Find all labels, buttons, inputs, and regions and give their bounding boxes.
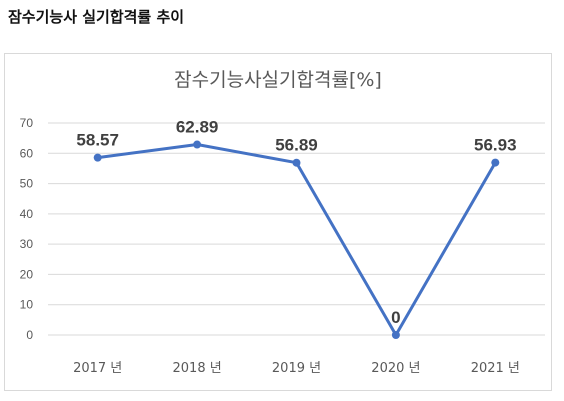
data-label: 58.57: [76, 131, 119, 150]
x-tick-label: 2020 년: [371, 361, 420, 376]
data-label: 62.89: [176, 118, 219, 137]
data-label: 0: [391, 308, 400, 327]
y-axis-ticks: 0 10 20 30 40 50 60 70: [20, 116, 34, 342]
y-tick-label: 50: [20, 177, 34, 191]
grid-lines: [48, 122, 545, 336]
data-point: [93, 153, 102, 162]
y-tick-label: 70: [20, 116, 34, 130]
page-heading: 잠수기능사 실기합격률 추이: [8, 8, 185, 26]
data-label: 56.93: [474, 136, 517, 155]
x-tick-label: 2019 년: [272, 361, 321, 376]
y-tick-label: 40: [20, 207, 34, 221]
series-line-layer: [96, 143, 497, 337]
y-tick-label: 60: [20, 146, 34, 160]
data-point: [292, 158, 301, 167]
data-labels: 58.57 62.89 56.89 0 56.93: [76, 118, 516, 327]
data-point: [491, 158, 500, 167]
x-tick-label: 2021 년: [471, 361, 520, 376]
y-tick-label: 30: [20, 237, 34, 251]
y-tick-label: 0: [26, 328, 33, 342]
series-line: [96, 143, 497, 337]
y-tick-label: 20: [20, 267, 34, 281]
data-label: 56.89: [275, 136, 318, 155]
chart-title: 잠수기능사실기합격률[%]: [174, 69, 382, 91]
y-tick-label: 10: [20, 298, 34, 312]
x-axis-ticks: 2017 년 2018 년 2019 년 2020 년 2021 년: [73, 361, 520, 376]
data-point: [391, 331, 400, 339]
data-points: [93, 140, 500, 339]
x-tick-label: 2017 년: [73, 361, 122, 376]
x-tick-label: 2018 년: [173, 361, 222, 376]
data-point: [193, 140, 202, 149]
